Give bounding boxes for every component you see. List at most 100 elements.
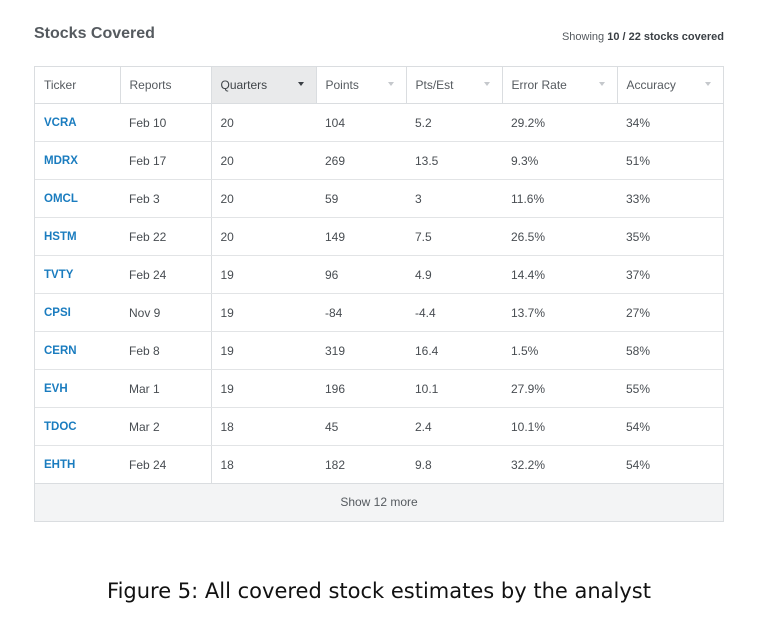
table-row: TVTY Feb 24 19 96 4.9 14.4% 37% — [35, 255, 723, 294]
cell-pts-est: 10.1 — [406, 369, 502, 408]
cell-pts-est: -4.4 — [406, 293, 502, 332]
cell-quarters: 19 — [211, 293, 316, 332]
cell-error-rate: 27.9% — [502, 369, 617, 408]
cell-points: 182 — [316, 445, 406, 484]
column-header-label: Pts/Est — [415, 78, 454, 92]
ticker-link[interactable]: EHTH — [35, 445, 120, 484]
cell-quarters: 18 — [211, 445, 316, 484]
sort-caret-icon — [387, 82, 394, 86]
cell-reports: Mar 2 — [120, 407, 212, 446]
cell-accuracy: 58% — [617, 331, 723, 370]
cell-error-rate: 11.6% — [502, 179, 617, 218]
column-header-accuracy[interactable]: Accuracy — [617, 67, 723, 104]
cell-accuracy: 54% — [617, 445, 723, 484]
column-header-label: Ticker — [44, 78, 77, 92]
ticker-link[interactable]: MDRX — [35, 141, 120, 180]
sort-caret-icon — [297, 82, 304, 86]
show-more-button[interactable]: Show 12 more — [35, 484, 723, 521]
cell-quarters: 19 — [211, 331, 316, 370]
table-row: OMCL Feb 3 20 59 3 11.6% 33% — [35, 179, 723, 218]
cell-accuracy: 51% — [617, 141, 723, 180]
sort-caret-icon — [705, 82, 711, 86]
table-body: VCRA Feb 10 20 104 5.2 29.2% 34% MDRX Feb 17 20 26… — [35, 103, 723, 484]
cell-error-rate: 14.4% — [502, 255, 617, 294]
figure-caption: Figure 5: All covered stock estimates by… — [107, 579, 651, 603]
ticker-link[interactable]: CPSI — [35, 293, 120, 332]
ticker-link[interactable]: HSTM — [35, 217, 120, 256]
cell-reports: Feb 17 — [120, 141, 212, 180]
table-row: EVH Mar 1 19 196 10.1 27.9% 55% — [35, 369, 723, 408]
stocks-table: Ticker Reports Quarters Points Pts/Est Error … — [34, 66, 724, 522]
table-row: CERN Feb 8 19 319 16.4 1.5% 58% — [35, 331, 723, 370]
cell-points: 269 — [316, 141, 406, 180]
cell-points: 149 — [316, 217, 406, 256]
stocks-grid: Ticker Reports Quarters Points Pts/Est Error … — [35, 67, 723, 484]
table-row: MDRX Feb 17 20 269 13.5 9.3% 51% — [35, 141, 723, 180]
panel-title: Stocks Covered — [34, 25, 155, 42]
cell-reports: Feb 24 — [120, 445, 212, 484]
cell-reports: Feb 3 — [120, 179, 212, 218]
cell-quarters: 19 — [211, 255, 316, 294]
cell-points: 59 — [316, 179, 406, 218]
ticker-link[interactable]: EVH — [35, 369, 120, 408]
cell-error-rate: 13.7% — [502, 293, 617, 332]
ticker-link[interactable]: VCRA — [35, 103, 120, 142]
showing-count: 10 / 22 stocks covered — [607, 31, 724, 43]
cell-reports: Mar 1 — [120, 369, 212, 408]
cell-error-rate: 9.3% — [502, 141, 617, 180]
cell-pts-est: 7.5 — [406, 217, 502, 256]
column-header-label: Quarters — [220, 78, 268, 92]
cell-pts-est: 9.8 — [406, 445, 502, 484]
column-header-error-rate[interactable]: Error Rate — [502, 67, 618, 104]
table-row: CPSI Nov 9 19 -84 -4.4 13.7% 27% — [35, 293, 723, 332]
cell-accuracy: 33% — [617, 179, 723, 218]
sort-caret-icon — [483, 82, 490, 86]
cell-reports: Feb 8 — [120, 331, 212, 370]
cell-reports: Feb 22 — [120, 217, 212, 256]
cell-accuracy: 55% — [617, 369, 723, 408]
cell-error-rate: 10.1% — [502, 407, 617, 446]
cell-points: 196 — [316, 369, 406, 408]
cell-reports: Nov 9 — [120, 293, 212, 332]
ticker-link[interactable]: TVTY — [35, 255, 120, 294]
column-header-label: Reports — [129, 78, 172, 92]
cell-quarters: 18 — [211, 407, 316, 446]
cell-accuracy: 35% — [617, 217, 723, 256]
column-header-pts-est[interactable]: Pts/Est — [406, 67, 503, 104]
cell-reports: Feb 24 — [120, 255, 212, 294]
ticker-link[interactable]: OMCL — [35, 179, 120, 218]
cell-error-rate: 1.5% — [502, 331, 617, 370]
cell-accuracy: 27% — [617, 293, 723, 332]
cell-points: 45 — [316, 407, 406, 446]
cell-accuracy: 37% — [617, 255, 723, 294]
table-row: VCRA Feb 10 20 104 5.2 29.2% 34% — [35, 103, 723, 142]
column-header-label: Accuracy — [626, 78, 676, 92]
showing-prefix: Showing — [561, 31, 605, 43]
cell-points: -84 — [316, 293, 406, 332]
cell-quarters: 20 — [211, 103, 316, 142]
column-header-quarters[interactable]: Quarters — [211, 67, 317, 104]
column-header-label: Error Rate — [511, 78, 567, 92]
ticker-link[interactable]: TDOC — [35, 407, 120, 446]
table-row: HSTM Feb 22 20 149 7.5 26.5% 35% — [35, 217, 723, 256]
cell-pts-est: 3 — [406, 179, 502, 218]
cell-accuracy: 54% — [617, 407, 723, 446]
cell-points: 319 — [316, 331, 406, 370]
cell-quarters: 19 — [211, 369, 316, 408]
column-header-points[interactable]: Points — [316, 67, 407, 104]
column-header-ticker[interactable]: Ticker — [35, 67, 121, 104]
column-header-reports[interactable]: Reports — [120, 67, 212, 104]
cell-accuracy: 34% — [617, 103, 723, 142]
cell-pts-est: 2.4 — [406, 407, 502, 446]
cell-pts-est: 16.4 — [406, 331, 502, 370]
cell-error-rate: 29.2% — [502, 103, 617, 142]
cell-error-rate: 26.5% — [502, 217, 617, 256]
cell-pts-est: 13.5 — [406, 141, 502, 180]
sort-caret-icon — [598, 82, 605, 86]
cell-pts-est: 4.9 — [406, 255, 502, 294]
ticker-link[interactable]: CERN — [35, 331, 120, 370]
table-row: EHTH Feb 24 18 182 9.8 32.2% 54% — [35, 445, 723, 484]
table-header-row: Ticker Reports Quarters Points Pts/Est Error … — [35, 67, 723, 104]
cell-quarters: 20 — [211, 217, 316, 256]
cell-error-rate: 32.2% — [502, 445, 617, 484]
